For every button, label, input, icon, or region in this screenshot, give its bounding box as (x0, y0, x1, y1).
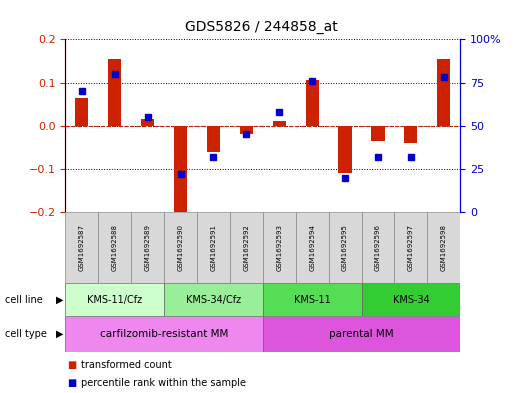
Text: GSM1692594: GSM1692594 (309, 224, 315, 271)
Bar (394, 212, 427, 283)
Text: ▶: ▶ (56, 295, 64, 305)
Text: transformed count: transformed count (81, 360, 172, 371)
Text: GSM1692596: GSM1692596 (375, 224, 381, 271)
Text: GSM1692588: GSM1692588 (112, 224, 118, 271)
Text: GDS5826 / 244858_at: GDS5826 / 244858_at (185, 20, 338, 34)
Text: parental MM: parental MM (329, 329, 394, 339)
Bar (65, 283, 164, 316)
Text: GSM1692591: GSM1692591 (210, 224, 217, 271)
Bar (164, 283, 263, 316)
Bar (427, 212, 460, 283)
Bar (263, 283, 361, 316)
Text: KMS-11: KMS-11 (294, 295, 331, 305)
Bar (141, 119, 154, 126)
Text: GSM1692597: GSM1692597 (408, 224, 414, 271)
Text: GSM1692592: GSM1692592 (243, 224, 249, 271)
Text: GSM1692598: GSM1692598 (441, 224, 447, 271)
Bar (437, 59, 450, 126)
Bar (108, 59, 121, 126)
Bar (338, 126, 351, 173)
Text: cell line: cell line (5, 295, 43, 305)
Text: ■: ■ (68, 360, 81, 371)
Text: GSM1692590: GSM1692590 (177, 224, 184, 271)
Bar (207, 126, 220, 152)
Text: GSM1692589: GSM1692589 (145, 224, 151, 271)
Text: GSM1692593: GSM1692593 (276, 224, 282, 271)
Bar (240, 126, 253, 134)
Bar (98, 212, 131, 283)
Text: KMS-34: KMS-34 (392, 295, 429, 305)
Text: KMS-34/Cfz: KMS-34/Cfz (186, 295, 241, 305)
Bar (361, 283, 460, 316)
Bar (230, 212, 263, 283)
Text: ▶: ▶ (56, 329, 64, 339)
Text: percentile rank within the sample: percentile rank within the sample (81, 378, 246, 388)
Text: cell type: cell type (5, 329, 47, 339)
Bar (263, 212, 295, 283)
Bar (305, 80, 319, 126)
Bar (295, 212, 328, 283)
Text: carfilzomib-resistant MM: carfilzomib-resistant MM (100, 329, 228, 339)
Bar (75, 97, 88, 126)
Bar (174, 126, 187, 219)
Bar (131, 212, 164, 283)
Bar (263, 316, 460, 352)
Text: ■: ■ (68, 378, 81, 388)
Bar (361, 212, 394, 283)
Bar (371, 126, 384, 141)
Bar (164, 212, 197, 283)
Bar (65, 316, 263, 352)
Bar (328, 212, 361, 283)
Bar (65, 212, 98, 283)
Text: GSM1692587: GSM1692587 (79, 224, 85, 271)
Text: GSM1692595: GSM1692595 (342, 224, 348, 271)
Text: KMS-11/Cfz: KMS-11/Cfz (87, 295, 142, 305)
Bar (272, 121, 286, 126)
Bar (197, 212, 230, 283)
Bar (404, 126, 417, 143)
